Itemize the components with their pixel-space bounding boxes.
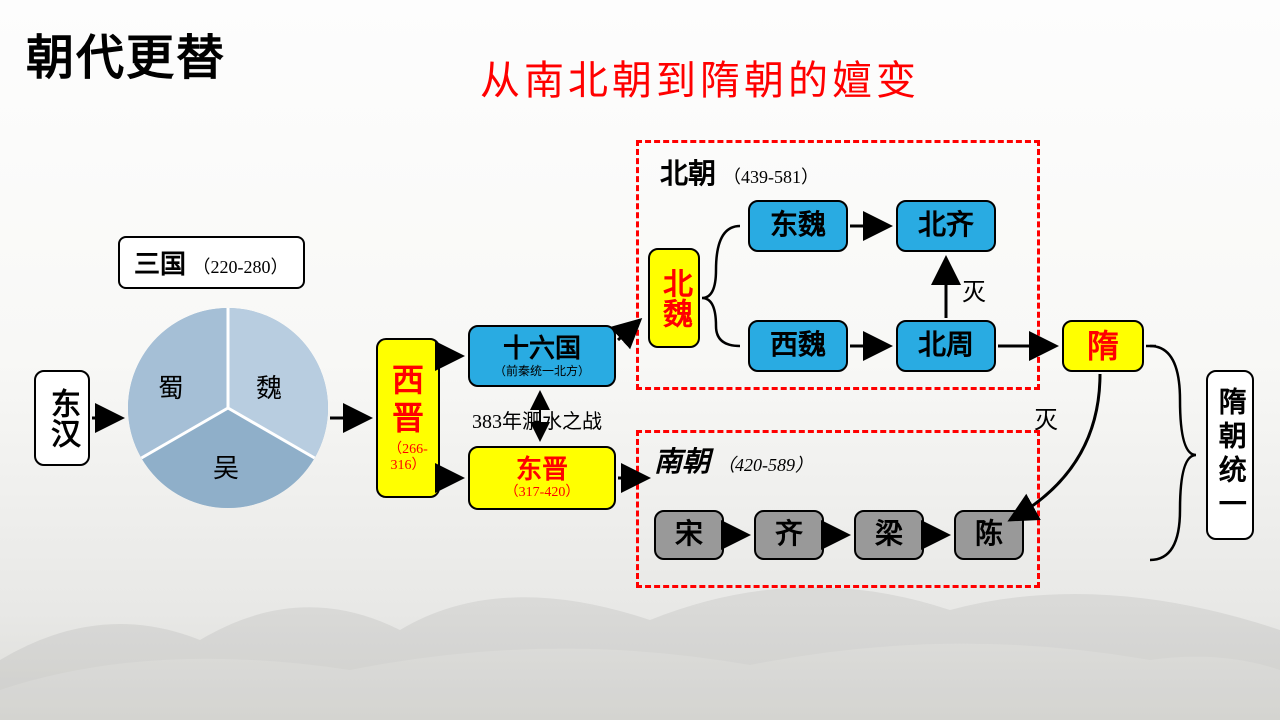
node-song: 宋 — [654, 510, 724, 560]
sanguo-pie: 蜀 魏 吴 — [128, 308, 328, 508]
node-beiwei: 北魏 — [648, 248, 700, 348]
nanchao-label: 南朝 （420-589） — [654, 440, 813, 480]
mie-label-1: 灭 — [962, 272, 986, 307]
dongwei-text: 东魏 — [770, 209, 826, 243]
nanchao-years: （420-589） — [717, 455, 813, 475]
beiwei-text: 北魏 — [656, 268, 692, 328]
node-dongjin: 东晋 （317-420） — [468, 446, 616, 510]
suichao-text: 隋朝统一 — [1213, 387, 1247, 523]
beizhou-text: 北周 — [918, 329, 974, 363]
chen-text: 陈 — [975, 518, 1003, 552]
beichao-name: 北朝 — [660, 159, 716, 190]
node-chen: 陈 — [954, 510, 1024, 560]
liang-text: 梁 — [875, 518, 903, 552]
node-donghan: 东汉 — [34, 370, 90, 466]
node-shiliuguo: 十六国 （前秦统一北方） — [468, 325, 616, 387]
beiqi-text: 北齐 — [918, 209, 974, 243]
node-dongwei: 东魏 — [748, 200, 848, 252]
sanguo-label-box: 三国 （220-280） — [118, 236, 305, 289]
dongjin-years: （317-420） — [505, 485, 580, 502]
dongjin-name: 东晋 — [516, 454, 568, 485]
node-qi: 齐 — [754, 510, 824, 560]
pie-wu: 吴 — [213, 448, 239, 485]
donghan-text: 东汉 — [44, 388, 80, 448]
shiliuguo-name: 十六国 — [503, 333, 581, 364]
sanguo-years: （220-280） — [193, 257, 289, 277]
xijin-name: 西晋 — [378, 361, 438, 438]
node-beiqi: 北齐 — [896, 200, 996, 252]
song-text: 宋 — [675, 518, 703, 552]
node-suichao: 隋朝统一 — [1206, 370, 1254, 540]
node-liang: 梁 — [854, 510, 924, 560]
page-title: 朝代更替 — [26, 18, 226, 88]
node-xijin: 西晋 （266-316） — [376, 338, 440, 498]
xijin-years: （266-316） — [378, 442, 438, 476]
shiliuguo-note: （前秦统一北方） — [494, 364, 590, 378]
pie-wei: 魏 — [256, 368, 282, 405]
xiwei-text: 西魏 — [770, 329, 826, 363]
node-beizhou: 北周 — [896, 320, 996, 372]
beichao-label: 北朝 （439-581） — [660, 152, 819, 192]
node-sui: 隋 — [1062, 320, 1144, 372]
beichao-years: （439-581） — [723, 167, 819, 187]
page-subtitle: 从南北朝到隋朝的嬗变 — [480, 48, 920, 106]
sui-text: 隋 — [1087, 327, 1119, 365]
pie-shu: 蜀 — [158, 368, 184, 405]
sanguo-label: 三国 — [134, 250, 186, 279]
node-xiwei: 西魏 — [748, 320, 848, 372]
qi-text: 齐 — [775, 518, 803, 552]
battle-label: 383年淝水之战 — [472, 405, 602, 434]
nanchao-name: 南朝 — [654, 447, 710, 478]
